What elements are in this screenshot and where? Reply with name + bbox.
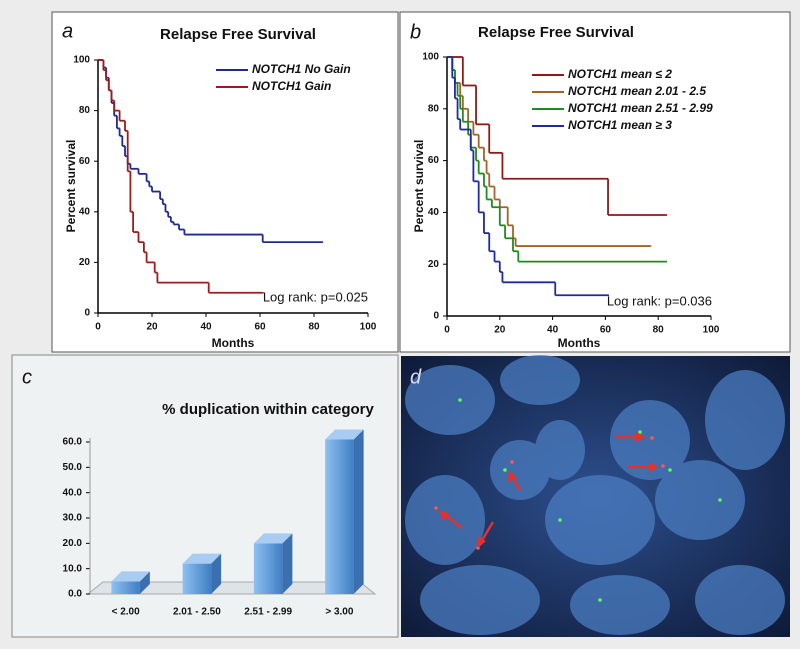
- y-tick-label: 80: [79, 105, 91, 116]
- y-tick-label: 0: [433, 311, 439, 322]
- y-tick-label: 0: [84, 308, 90, 319]
- x-tick-label: 20: [494, 325, 506, 336]
- x-tick-label: > 3.00: [325, 607, 354, 618]
- y-tick-label: 10.0: [63, 563, 83, 574]
- y-tick-label: 60: [428, 155, 440, 166]
- y-tick-label: 30.0: [63, 513, 83, 524]
- x-tick-label: 2.01 - 2.50: [173, 607, 221, 618]
- y-tick-label: 20: [79, 257, 91, 268]
- x-tick-label: < 2.00: [112, 607, 141, 618]
- legend-label: NOTCH1 mean ≤ 2: [568, 67, 672, 81]
- panel-letter: c: [22, 366, 32, 388]
- y-tick-label: 0.0: [68, 589, 82, 600]
- micrograph-signals: [434, 398, 722, 602]
- x-tick-label: 80: [653, 325, 665, 336]
- x-tick-label: 80: [308, 322, 320, 333]
- bar: [253, 543, 283, 594]
- bar: [182, 563, 212, 594]
- x-tick-label: 40: [200, 322, 212, 333]
- y-tick-label: 100: [73, 55, 90, 66]
- legend-label: NOTCH1 mean ≥ 3: [568, 118, 672, 132]
- bar-side: [139, 571, 150, 594]
- x-tick-label: 100: [360, 322, 377, 333]
- x-tick-label: 60: [600, 325, 612, 336]
- chart-title: Relapse Free Survival: [478, 24, 634, 41]
- bar-side: [282, 533, 293, 594]
- chart-title: % duplication within category: [162, 401, 374, 418]
- legend-label: NOTCH1 mean 2.01 - 2.5: [568, 84, 706, 98]
- panel-letter: a: [62, 20, 73, 42]
- x-tick-label: 40: [547, 325, 559, 336]
- y-tick-label: 60.0: [63, 437, 83, 448]
- chart-title: Relapse Free Survival: [160, 26, 316, 43]
- y-tick-label: 50.0: [63, 462, 83, 473]
- legend-label: NOTCH1 No Gain: [252, 62, 351, 76]
- bar-side: [353, 429, 364, 594]
- y-axis-label: Percent survival: [412, 140, 426, 233]
- bar-top: [111, 571, 150, 582]
- legend-label: NOTCH1 Gain: [252, 79, 331, 93]
- y-tick-label: 40.0: [63, 487, 83, 498]
- y-tick-label: 40: [428, 207, 440, 218]
- x-tick-label: 60: [254, 322, 266, 333]
- x-axis-label: Months: [558, 336, 601, 350]
- bar: [325, 439, 354, 594]
- y-tick-label: 100: [422, 52, 439, 63]
- annotation: Log rank: p=0.036: [607, 293, 712, 308]
- x-tick-label: 2.51 - 2.99: [244, 607, 292, 618]
- y-tick-label: 60: [79, 156, 91, 167]
- y-tick-label: 80: [428, 103, 440, 114]
- panel-letter: b: [410, 21, 421, 43]
- annotation: Log rank: p=0.025: [263, 289, 368, 304]
- bar-top: [325, 429, 364, 440]
- micrograph-arrows: [439, 432, 659, 548]
- micrograph-cells: [405, 355, 785, 635]
- x-tick-label: 0: [95, 322, 101, 333]
- y-tick-label: 20: [428, 259, 440, 270]
- x-tick-label: 0: [444, 325, 450, 336]
- x-axis-label: Months: [212, 336, 255, 350]
- legend-label: NOTCH1 mean 2.51 - 2.99: [568, 101, 713, 115]
- panel-b: [399, 11, 791, 353]
- x-tick-label: 20: [146, 322, 158, 333]
- bar: [111, 581, 140, 594]
- y-axis-label: Percent survival: [64, 140, 78, 233]
- y-tick-label: 40: [79, 206, 91, 217]
- bar-side: [211, 553, 222, 594]
- x-tick-label: 100: [703, 325, 720, 336]
- panel-a: [51, 11, 399, 353]
- bar-top: [182, 553, 222, 564]
- y-tick-label: 20.0: [63, 538, 83, 549]
- panel-letter: d: [410, 366, 422, 388]
- bar-top: [253, 533, 293, 544]
